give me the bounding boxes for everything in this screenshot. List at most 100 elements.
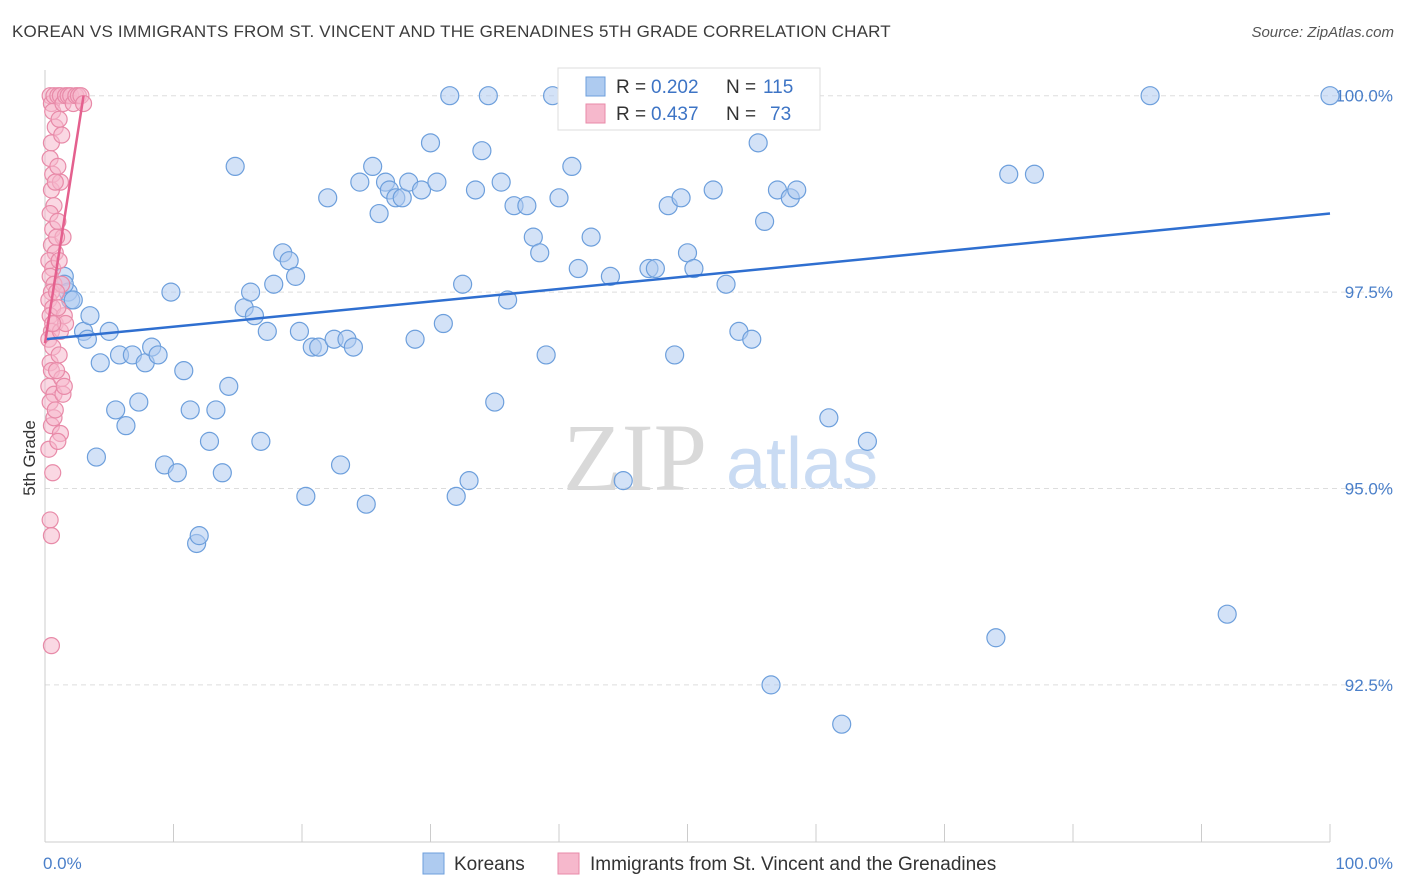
korean-point [309,337,329,357]
korean-point [264,274,284,294]
korean-point [427,172,447,192]
korean-point [296,486,316,506]
korean-point [581,227,601,247]
korean-point [600,266,621,286]
korean-point [491,172,511,192]
series-immigrants-st-vincent [40,87,93,655]
korean-point [665,345,685,365]
korean-point [819,408,839,428]
korean-point [420,133,441,153]
axis-layer: 92.5% 95.0% 97.5% 100.0% 0.0% 100.0% [43,70,1393,873]
korean-point [199,431,220,451]
bottom-legend: Koreans Immigrants from St. Vincent and … [422,852,996,875]
korean-point [189,526,209,546]
korean-point [77,329,98,349]
korean-point [330,455,351,475]
korean-point [684,258,704,279]
korean-point [180,400,200,420]
korean-point [206,400,226,420]
korean-point [645,258,665,279]
legend-swatch-pink [585,103,606,124]
korean-point [742,329,762,349]
korean-point [318,188,338,208]
korean-point [857,431,878,451]
immigrant-point [55,377,73,395]
immigrant-point [49,432,67,450]
legend-n-label-1: N = [726,104,756,125]
korean-point [761,675,781,695]
korean-point [1024,164,1045,184]
korean-point [671,188,691,208]
korean-point [440,86,460,106]
korean-point [116,416,136,436]
y-axis-title: 5th Grade [20,420,39,496]
korean-point [129,392,149,412]
korean-point [754,211,775,232]
korean-point [219,376,239,396]
korean-trend-line [44,212,1331,341]
immigrant-point [49,157,67,176]
korean-point [148,345,168,365]
korean-point [459,471,479,491]
korean-point [536,345,556,365]
y-tick-label: 92.5% [1345,676,1393,695]
korean-point [716,274,736,294]
korean-point [787,180,807,200]
korean-point [244,306,265,326]
series-koreans [54,86,1340,734]
korean-point [453,274,473,294]
korean-point [289,321,310,341]
legend-n-value-1: 73 [770,104,791,125]
korean-point [251,431,271,451]
korean-point [986,628,1006,648]
y-tick-label: 95.0% [1345,479,1393,498]
chart-title: KOREAN VS IMMIGRANTS FROM ST. VINCENT AN… [12,22,891,41]
korean-point [568,258,588,279]
korean-point [478,86,498,106]
korean-point [748,133,768,153]
korean-point [1140,86,1160,106]
immigrant-point [44,464,62,482]
korean-point [1217,604,1237,624]
korean-point [343,337,363,357]
immigrant-point [41,511,59,529]
bottom-legend-immigrants: Immigrants from St. Vincent and the Gren… [590,854,996,875]
korean-point [80,306,100,326]
korean-point [530,243,550,263]
korean-point [167,463,187,483]
korean-point [86,447,107,467]
legend-r-value-0: 0.202 [651,77,699,98]
immigrant-point [47,362,66,380]
korean-point [549,188,569,208]
immigrant-point [42,527,61,545]
korean-point [285,266,306,286]
korean-point [613,471,633,491]
korean-point [241,282,261,302]
korean-point [212,463,232,483]
immigrant-point [50,110,68,128]
bottom-legend-swatch-blue [422,852,445,875]
watermark-atlas: atlas [726,424,878,504]
korean-point [832,714,852,734]
y-tick-label: 100.0% [1335,87,1393,106]
korean-point [999,164,1019,184]
korean-point [225,156,245,177]
watermark-zip: ZIP [563,404,707,511]
korean-point [446,486,466,506]
source-label: Source: ZipAtlas.com [1251,24,1394,41]
korean-point [562,156,582,177]
korean-point [369,203,389,224]
korean-point [411,180,432,200]
legend-swatch-blue [585,76,606,97]
legend-r-label-0: R = [616,77,646,98]
korean-point [257,321,277,341]
korean-point [90,353,110,373]
bottom-legend-swatch-pink [557,852,580,875]
legend-r-value-1: 0.437 [651,104,699,125]
korean-point [703,180,723,200]
x-tick-label-min: 0.0% [43,854,82,873]
korean-point [350,172,370,192]
korean-point [472,141,492,161]
korean-point [363,156,383,177]
